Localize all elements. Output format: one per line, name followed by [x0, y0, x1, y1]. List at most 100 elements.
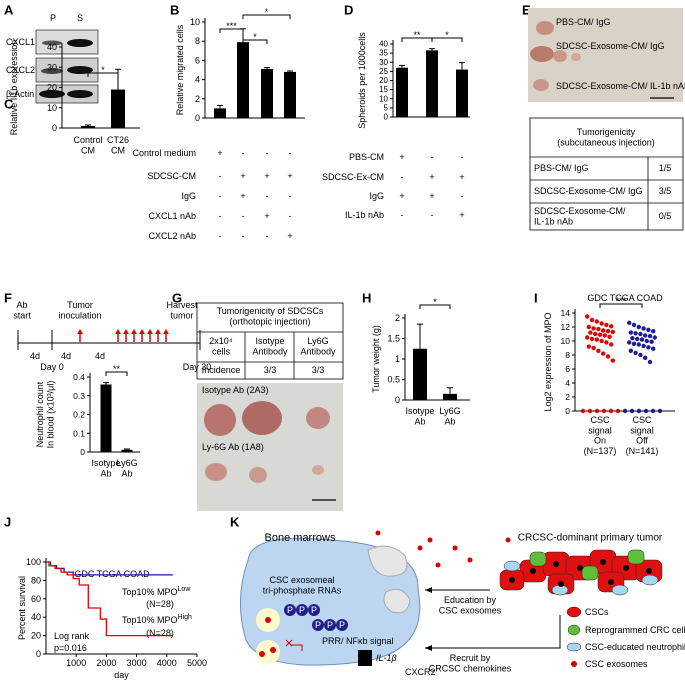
data-point — [588, 330, 593, 335]
condition-mark: + — [429, 191, 434, 201]
condition-mark: - — [431, 152, 434, 162]
bar — [261, 69, 273, 118]
data-point — [651, 346, 656, 351]
error-bar — [459, 62, 465, 70]
panel-label: G — [172, 291, 182, 306]
error-bar — [447, 387, 453, 394]
error-bar — [85, 124, 91, 126]
data-point — [580, 408, 586, 414]
text-line: Ab — [414, 416, 425, 426]
text-line: CSC — [632, 415, 652, 425]
data-point — [633, 350, 638, 356]
tumor-photo — [536, 21, 554, 35]
table — [196, 302, 344, 380]
text-line: tumor — [170, 310, 193, 320]
diagram: P P P P P P Bone marrows CSC exosomeal tr… — [240, 530, 685, 677]
y-axis-label: Neutrophil countIn blood (x10³/μl) — [35, 381, 55, 449]
y-tick-label: 1.5 — [387, 334, 400, 344]
table-title: Tumorigenicity (subcutaneous injection) — [557, 127, 655, 147]
data-point — [591, 326, 596, 331]
condition-mark: - — [219, 171, 222, 181]
table-cell: 1/5 — [659, 163, 672, 173]
y-tick-label: 35 — [379, 49, 388, 58]
data-point — [639, 337, 645, 342]
condition-mark: + — [429, 172, 434, 182]
data-point — [605, 354, 611, 359]
data-point — [622, 408, 628, 414]
text-line: signal — [630, 425, 654, 435]
data-point — [652, 335, 657, 340]
text-line: Control — [73, 135, 102, 145]
y-tick-label: 0 — [195, 113, 200, 123]
condition-mark: - — [219, 231, 222, 241]
text-line: Neutrophil count — [35, 381, 45, 447]
y-tick-label: 10 — [190, 17, 200, 27]
photo-label: PBS-CM/ IgG — [556, 17, 611, 27]
timeline-label: Ab start — [13, 300, 31, 320]
data-point — [638, 331, 643, 337]
table-cell: Isotype Antibody — [252, 336, 288, 356]
data-point — [597, 332, 603, 337]
data-point — [596, 348, 601, 353]
panel-label: C — [4, 97, 14, 112]
text-line: Isotype — [405, 406, 434, 416]
series-label: Top10% MPOHigh — [122, 614, 192, 626]
legend-label: CSC-educated neutrophils — [585, 642, 685, 652]
text-line: Tumorigenicity of SDCSCs — [217, 306, 324, 316]
y-tick-label: 10 — [47, 103, 57, 113]
data-point — [657, 408, 663, 414]
series-count: (N=28) — [146, 599, 174, 609]
condition-mark: - — [266, 191, 269, 201]
panel-label: J — [4, 515, 11, 530]
bar — [284, 71, 296, 118]
bar — [111, 89, 125, 128]
panel-label: E — [522, 3, 531, 18]
text-line: CM — [111, 145, 125, 155]
text-line: CSC — [590, 415, 610, 425]
text-line: (subcutaneous injection) — [557, 137, 655, 147]
x-tick-label: CSC signal On (N=137) — [584, 415, 617, 456]
condition-mark: - — [401, 210, 404, 220]
x-tick-label: 3000 — [127, 658, 147, 668]
data-point — [629, 408, 635, 414]
condition-label: IL-1b nAb — [345, 210, 384, 220]
diagram-label: CXCR2 — [405, 667, 436, 677]
panel-label: D — [344, 3, 353, 18]
text-line: Tumorigenicity — [577, 127, 636, 137]
legend-label: CSC exosomes — [585, 659, 648, 669]
y-tick-label: 5 — [384, 103, 389, 112]
y-tick-label: 10 — [561, 336, 571, 346]
bar — [121, 449, 133, 452]
table-cell: Incidence — [202, 365, 241, 375]
text-line: cells — [212, 346, 231, 356]
phosphate-label: P — [299, 605, 305, 615]
band — [67, 90, 93, 98]
phosphate-label: P — [327, 620, 333, 630]
condition-mark: + — [399, 152, 404, 162]
panel-label: A — [4, 3, 14, 18]
data-point — [630, 336, 635, 341]
tumor-photo — [530, 46, 554, 62]
error-bar — [429, 48, 435, 51]
data-point — [636, 408, 642, 414]
phosphate-label: P — [311, 605, 317, 615]
text-line: In blood (x10³/μl) — [45, 381, 55, 449]
data-point — [599, 338, 604, 344]
condition-mark: - — [461, 191, 464, 201]
text-line: Education by — [444, 595, 497, 605]
y-tick-label: 4 — [195, 75, 200, 85]
significance-label: * — [265, 7, 269, 17]
error-bar — [264, 67, 270, 70]
protein-label: CXCL1 — [6, 37, 35, 47]
legend-label: CSCs — [585, 607, 609, 617]
panel-g: Tumorigenicity of SDCSCs (orthotopic inje… — [196, 302, 344, 511]
bar — [214, 108, 226, 118]
text-line: 2x10⁴ — [209, 336, 233, 346]
text-line: CT26 — [107, 135, 129, 145]
condition-mark: + — [240, 191, 245, 201]
phosphate-labels: P P P P P P — [287, 605, 345, 630]
lane-label: P — [50, 13, 56, 23]
series-name-sup: High — [178, 614, 193, 621]
condition-mark: + — [459, 210, 464, 220]
